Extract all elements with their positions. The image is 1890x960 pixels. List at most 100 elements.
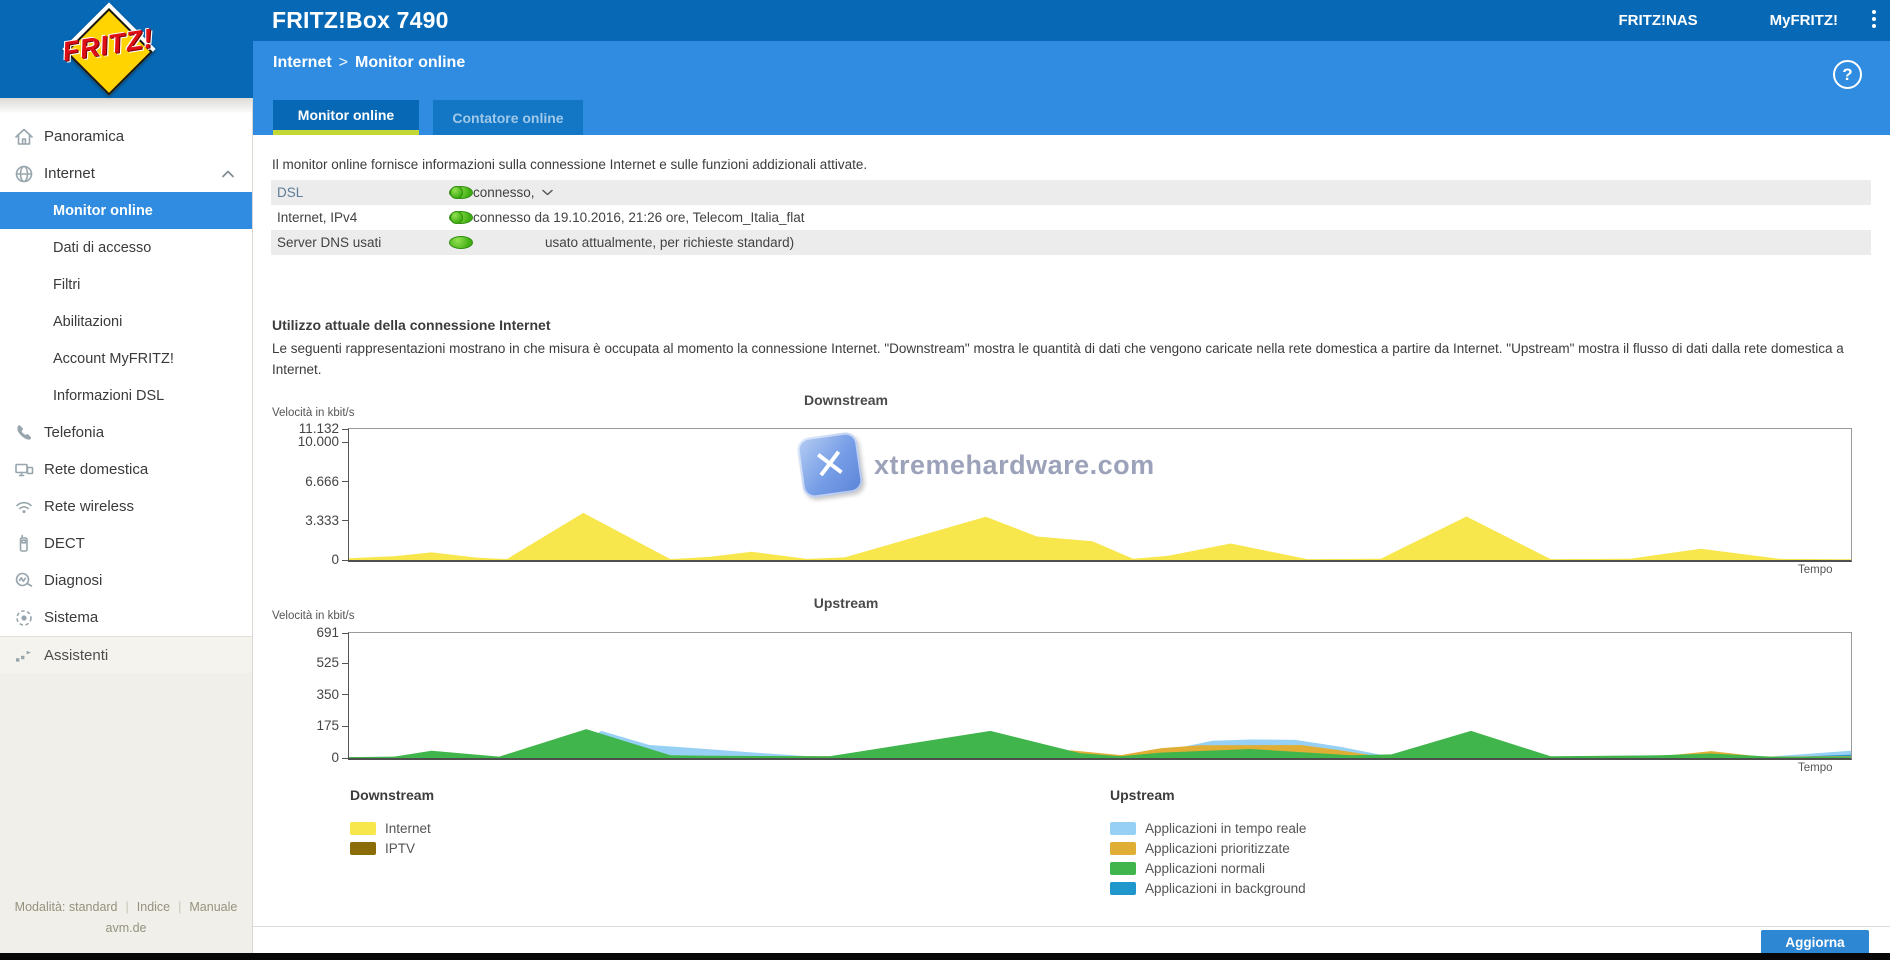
table-row-dsl: DSL connesso, (271, 180, 1871, 205)
diagnosis-icon (12, 570, 36, 592)
network-icon (12, 459, 36, 481)
screen-edge (0, 953, 1890, 960)
intro-text: Il monitor online fornisce informazioni … (272, 157, 868, 172)
upstream-xlabel: Tempo (1798, 762, 1833, 774)
y-tick-label: 11.132 (298, 421, 339, 436)
legend-label: Applicazioni normali (1145, 860, 1266, 876)
legend-label: Applicazioni prioritizzate (1145, 840, 1290, 856)
y-tick-label: 525 (316, 655, 339, 671)
y-tick-label: 10.000 (297, 434, 339, 450)
y-tick-label: 350 (316, 686, 339, 702)
chevron-up-icon[interactable] (222, 165, 234, 182)
tab-monitor-online[interactable]: Monitor online (273, 100, 419, 135)
upstream-legend: Upstream Applicazioni in tempo reale Appl… (1110, 787, 1306, 898)
legend-item: IPTV (350, 838, 434, 858)
dect-icon (12, 533, 36, 555)
tab-contatore-online[interactable]: Contatore online (433, 100, 583, 135)
legend-item: Applicazioni in background (1110, 878, 1306, 898)
legend-swatch (1110, 841, 1136, 855)
myfritz-link[interactable]: MyFRITZ! (1769, 12, 1838, 29)
legend-swatch (350, 841, 376, 855)
sidebar-item-filtri[interactable]: Filtri (53, 276, 81, 293)
sidebar-item-assistenti[interactable]: Assistenti (0, 636, 252, 674)
avm-link[interactable]: avm.de (105, 920, 147, 935)
y-tick-label: 175 (316, 718, 339, 734)
legend-item: Applicazioni normali (1110, 858, 1306, 878)
y-tick-label: 6.666 (305, 473, 339, 489)
downstream-chart-title: Downstream (803, 392, 889, 408)
row-value: usato attualmente, per richieste standar… (545, 235, 795, 250)
y-tick-label: 3.333 (305, 512, 339, 528)
row-value: connesso da 19.10.2016, 21:26 ore, Telec… (473, 210, 805, 225)
phone-icon (12, 422, 36, 444)
sidebar-item-panoramica[interactable]: Panoramica (0, 118, 252, 155)
logo-block: FRITZ! (0, 0, 253, 98)
status-led-green (450, 186, 463, 199)
refresh-button[interactable]: Aggiorna (1761, 930, 1869, 955)
upstream-chart-title: Upstream (813, 595, 879, 611)
legend-swatch (1110, 881, 1136, 895)
help-icon[interactable]: ? (1833, 60, 1862, 89)
upstream-ylabel: Velocità in kbit/s (272, 610, 355, 622)
home-icon (12, 126, 36, 148)
kebab-menu-icon[interactable] (1872, 10, 1876, 28)
status-table: DSL connesso, Internet, IPv4 connesso da… (271, 180, 1871, 255)
y-tick-label: 0 (331, 750, 339, 765)
expand-chevron-icon[interactable] (541, 189, 553, 196)
sidebar-footer: Modalità: standard | Indice | Manuale avm.de (14, 899, 238, 935)
sidebar-item-telefonia[interactable]: Telefonia (0, 414, 252, 451)
row-label: Server DNS usati (277, 235, 382, 250)
manual-link[interactable]: Manuale (189, 899, 238, 914)
legend-item: Internet (350, 818, 434, 838)
legend-label: Applicazioni in tempo reale (1145, 820, 1307, 836)
main-content: Il monitor online fornisce informazioni … (253, 135, 1890, 953)
sidebar-item-dati-di-accesso[interactable]: Dati di accesso (53, 239, 152, 256)
status-led-green (450, 211, 463, 224)
subheader: Internet > Monitor online Monitor online C… (253, 41, 1890, 135)
fritznas-link[interactable]: FRITZ!NAS (1618, 12, 1698, 29)
y-tick-label: 0 (331, 552, 339, 567)
sidebar-item-rete-wireless[interactable]: Rete wireless (0, 488, 252, 525)
legend-swatch (350, 821, 376, 835)
legend-heading: Downstream (350, 787, 435, 803)
downstream-xlabel: Tempo (1798, 564, 1833, 576)
legend-label: Internet (385, 820, 431, 836)
sidebar-item-sistema[interactable]: Sistema (0, 599, 252, 636)
system-icon (12, 607, 36, 629)
sidebar-item-account-myfritz[interactable]: Account MyFRITZ! (53, 350, 174, 367)
bottom-divider (253, 926, 1890, 927)
legend-item: Applicazioni prioritizzate (1110, 838, 1306, 858)
sidebar: Panoramica Internet Monitor online Dati … (0, 98, 253, 953)
sidebar-item-rete-domestica[interactable]: Rete domestica (0, 451, 252, 488)
row-label[interactable]: DSL (277, 185, 304, 200)
sidebar-item-monitor-online[interactable]: Monitor online (0, 192, 252, 229)
breadcrumb-section[interactable]: Internet (273, 54, 332, 71)
row-value: connesso, (473, 185, 535, 200)
tab-bar: Monitor online Contatore online (273, 100, 583, 135)
legend-label: Applicazioni in background (1145, 880, 1306, 896)
upstream-chart: 691 525 350 175 0 (316, 625, 1852, 765)
assistant-icon (12, 645, 36, 667)
downstream-ylabel: Velocità in kbit/s (272, 407, 355, 419)
mode-label: Modalità: standard (14, 899, 118, 914)
sidebar-filler: Modalità: standard | Indice | Manuale avm.de (0, 673, 252, 953)
downstream-chart: 11.132 10.000 6.666 3.333 0 (298, 421, 1852, 567)
sidebar-item-diagnosi[interactable]: Diagnosi (0, 562, 252, 599)
row-label: Internet, IPv4 (277, 210, 358, 225)
header-links: FRITZ!NAS MyFRITZ! (1619, 0, 1838, 41)
section-heading: Utilizzo attuale della connessione Inter… (272, 317, 551, 333)
sidebar-item-informazioni-dsl[interactable]: Informazioni DSL (53, 387, 165, 404)
legend-heading: Upstream (1110, 787, 1175, 803)
table-row-internet-ipv4: Internet, IPv4 connesso da 19.10.2016, 2… (271, 205, 1871, 230)
page-title: FRITZ!Box 7490 (272, 7, 449, 33)
index-link[interactable]: Indice (136, 899, 171, 914)
downstream-legend: Downstream Internet IPTV (350, 787, 434, 858)
breadcrumb: Internet > Monitor online (273, 54, 465, 72)
legend-label: IPTV (385, 840, 416, 856)
sidebar-item-internet[interactable]: Internet (0, 155, 252, 192)
sidebar-item-dect[interactable]: DECT (0, 525, 252, 562)
breadcrumb-page: Monitor online (355, 54, 466, 71)
breadcrumb-separator-icon: > (338, 54, 349, 71)
sidebar-item-abilitazioni[interactable]: Abilitazioni (53, 313, 123, 330)
